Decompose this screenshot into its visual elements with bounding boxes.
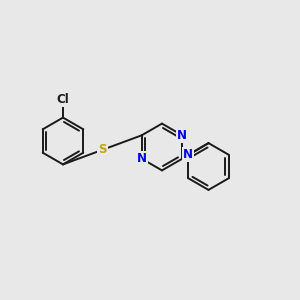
Text: N: N xyxy=(177,129,187,142)
Text: Cl: Cl xyxy=(57,93,69,106)
Text: S: S xyxy=(98,143,106,156)
Text: N: N xyxy=(137,152,147,165)
Text: N: N xyxy=(183,148,193,161)
